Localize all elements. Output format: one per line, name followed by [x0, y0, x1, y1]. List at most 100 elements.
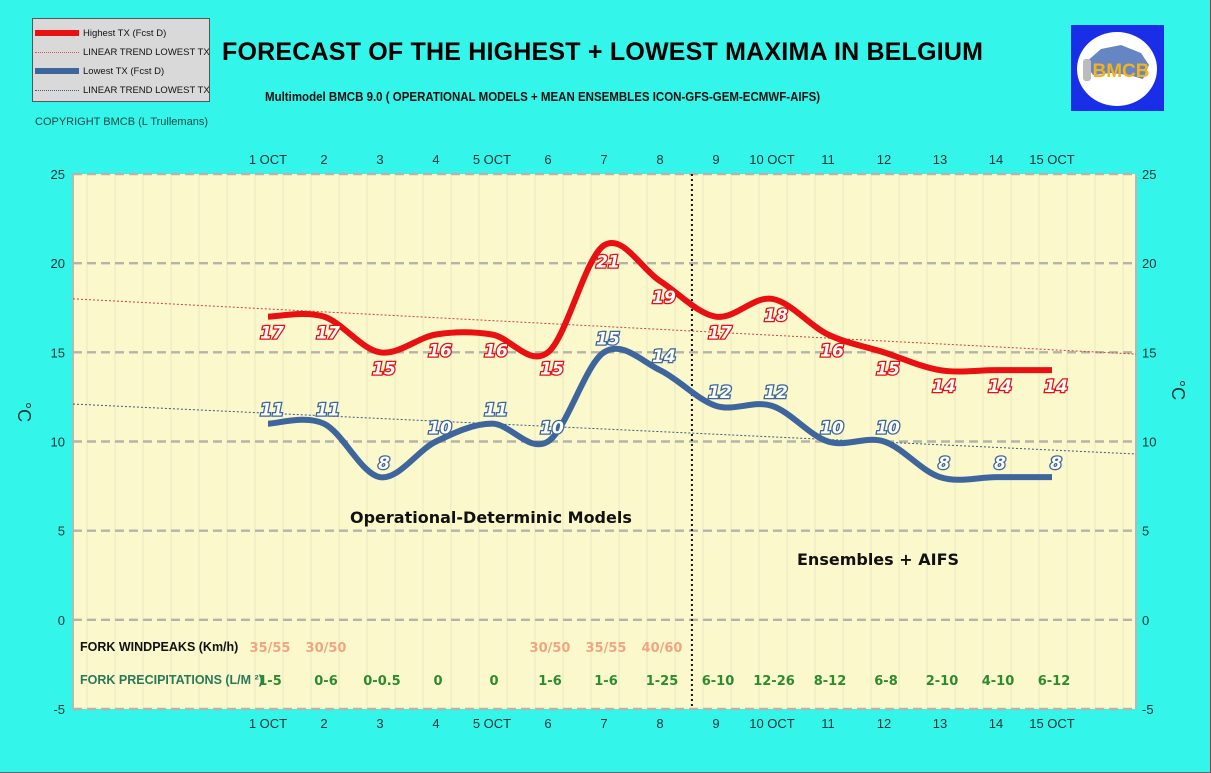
precip-value: 0-0.5: [363, 674, 400, 689]
precip-value: 1-25: [646, 674, 679, 689]
data-label-lowest: 10: [820, 419, 844, 439]
y-tick-label-right: 0: [1142, 613, 1149, 628]
data-label-highest: 16: [428, 342, 452, 362]
data-label-highest: 16: [820, 342, 844, 362]
legend-label: Lowest TX (Fcst D): [83, 65, 165, 77]
data-label-lowest: 8: [938, 454, 950, 474]
precip-row-title: FORK PRECIPITATIONS (L/M ²): [80, 673, 263, 687]
x-tick-label-top: 12: [877, 152, 891, 167]
legend-item-trend-low: LINEAR TREND LOWEST TX: [35, 82, 210, 98]
wind-peak-value: 30/50: [530, 641, 571, 656]
x-tick-label-bottom: 11: [821, 716, 835, 731]
y-tick-label-right: -5: [1142, 702, 1154, 717]
wind-peak-value: 30/50: [306, 641, 347, 656]
data-label-lowest: 10: [428, 419, 452, 439]
data-label-highest: 15: [540, 359, 564, 379]
data-label-highest: 14: [988, 377, 1012, 397]
legend-swatch-highest: [35, 30, 79, 36]
data-label-highest: 16: [484, 342, 508, 362]
precip-value: 1-5: [258, 674, 282, 689]
x-tick-label-top: 3: [376, 152, 383, 167]
legend-label: LINEAR TREND LOWEST TX: [83, 46, 210, 58]
wind-row-title: FORK WINDPEAKS (Km/h): [80, 640, 238, 654]
x-tick-label-top: 15 OCT: [1029, 152, 1075, 167]
data-label-highest: 14: [932, 377, 956, 397]
x-tick-label-bottom: 10 OCT: [749, 716, 795, 731]
legend-label: LINEAR TREND LOWEST TX: [83, 84, 210, 96]
copyright-text: COPYRIGHT BMCB (L Trullemans): [35, 116, 208, 128]
y-tick-label-right: 10: [1142, 435, 1156, 450]
precip-value: 1-6: [538, 674, 562, 689]
data-label-highest: 17: [260, 324, 284, 344]
annotation-ensembles: Ensembles + AIFS: [797, 550, 959, 569]
data-label-highest: 14: [1044, 377, 1068, 397]
annotation-operational: Operational-Determinic Models: [350, 508, 632, 527]
x-tick-label-bottom: 13: [933, 716, 947, 731]
x-tick-label-top: 7: [600, 152, 607, 167]
data-label-highest: 17: [708, 324, 732, 344]
y-tick-label-left: 15: [51, 345, 65, 360]
x-tick-label-bottom: 3: [376, 716, 383, 731]
x-tick-label-top: 8: [656, 152, 663, 167]
wind-peak-value: 40/60: [642, 641, 683, 656]
precip-value: 0-6: [314, 674, 338, 689]
x-tick-label-top: 14: [989, 152, 1003, 167]
precip-value: 6-10: [702, 674, 735, 689]
x-tick-label-bottom: 7: [600, 716, 607, 731]
data-label-lowest: 11: [260, 401, 284, 421]
precip-value: 12-26: [753, 674, 795, 689]
precip-value: 0: [433, 674, 442, 689]
x-tick-label-top: 2: [320, 152, 327, 167]
logo-text: BMCB: [1093, 61, 1150, 82]
x-tick-label-top: 1 OCT: [249, 152, 287, 167]
data-label-highest: 15: [372, 359, 396, 379]
x-tick-label-bottom: 1 OCT: [249, 716, 287, 731]
data-label-lowest: 15: [596, 329, 620, 349]
x-tick-label-top: 5 OCT: [473, 152, 511, 167]
y-axis-label-left: °C: [14, 402, 34, 422]
chart-title: FORECAST OF THE HIGHEST + LOWEST MAXIMA …: [222, 38, 984, 66]
data-label-lowest: 8: [994, 454, 1006, 474]
x-tick-label-bottom: 6: [544, 716, 551, 731]
data-label-highest: 15: [876, 359, 900, 379]
bmcb-logo-icon: BMCB: [1077, 32, 1157, 106]
y-tick-label-left: 5: [58, 524, 65, 539]
y-tick-label-left: 10: [51, 435, 65, 450]
wind-peak-value: 35/55: [586, 641, 627, 656]
precip-value: 8-12: [814, 674, 847, 689]
data-label-highest: 19: [652, 288, 676, 308]
legend-item-highest: Highest TX (Fcst D): [35, 25, 166, 41]
data-label-highest: 17: [316, 324, 340, 344]
x-tick-label-bottom: 5 OCT: [473, 716, 511, 731]
chart-subtitle: Multimodel BMCB 9.0 ( OPERATIONAL MODELS…: [265, 90, 821, 104]
data-label-lowest: 11: [484, 401, 508, 421]
data-label-highest: 21: [596, 252, 620, 272]
x-tick-label-top: 9: [712, 152, 719, 167]
data-label-lowest: 11: [316, 401, 340, 421]
y-tick-label-left: 20: [51, 256, 65, 271]
y-tick-label-right: 5: [1142, 524, 1149, 539]
x-tick-label-bottom: 14: [989, 716, 1003, 731]
x-tick-label-bottom: 2: [320, 716, 327, 731]
x-tick-label-top: 4: [432, 152, 439, 167]
y-tick-label-right: 15: [1142, 345, 1156, 360]
legend-swatch-lowest: [35, 68, 79, 74]
data-label-lowest: 14: [652, 347, 676, 367]
bmcb-logo: BMCB: [1071, 25, 1164, 111]
precip-value: 4-10: [982, 674, 1015, 689]
x-tick-label-bottom: 15 OCT: [1029, 716, 1075, 731]
precip-value: 0: [489, 674, 498, 689]
precip-value: 2-10: [926, 674, 959, 689]
x-tick-label-bottom: 4: [432, 716, 439, 731]
data-label-highest: 18: [764, 306, 788, 326]
precip-value: 6-8: [874, 674, 898, 689]
x-tick-label-bottom: 8: [656, 716, 663, 731]
y-axis-label-right: °C: [1168, 380, 1188, 400]
data-label-lowest: 10: [876, 419, 900, 439]
wind-peak-value: 35/55: [250, 641, 291, 656]
y-tick-label-right: 20: [1142, 256, 1156, 271]
x-tick-label-top: 13: [933, 152, 947, 167]
legend-item-trend-high: LINEAR TREND LOWEST TX: [35, 44, 210, 60]
data-label-lowest: 12: [708, 383, 732, 403]
